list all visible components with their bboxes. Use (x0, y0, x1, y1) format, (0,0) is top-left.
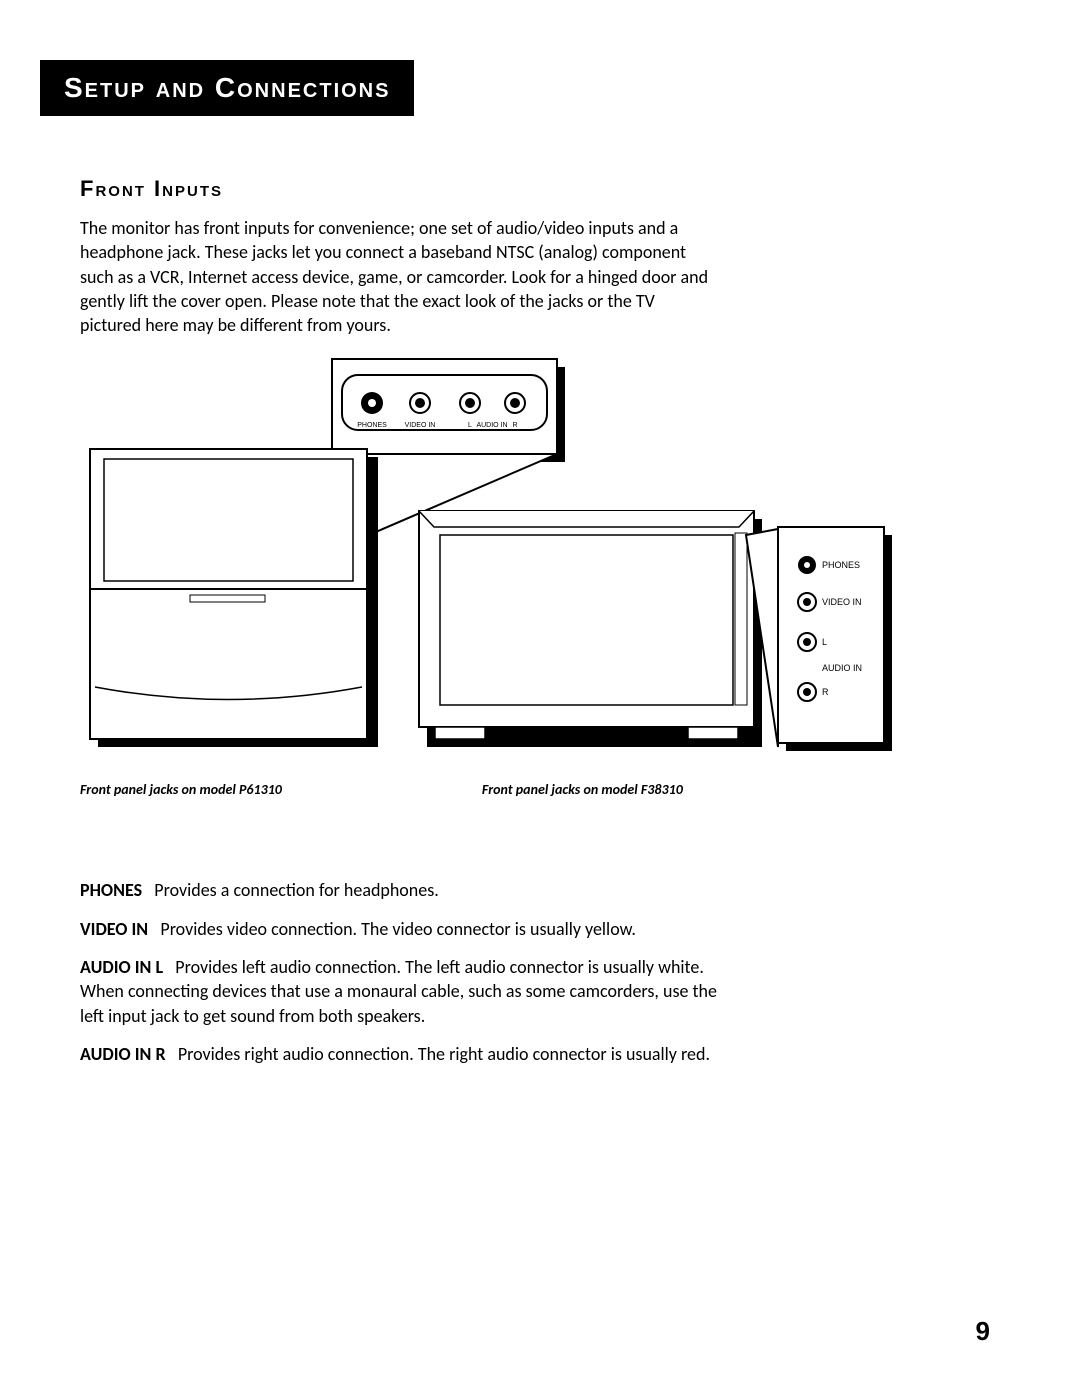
def-audioin-r: AUDIO IN R Provides right audio connecti… (80, 1042, 740, 1066)
def-videoin: VIDEO IN Provides video connection. The … (80, 917, 740, 941)
definition-list: PHONES Provides a connection for headpho… (80, 878, 740, 1066)
def-audioin-l: AUDIO IN L Provides left audio connectio… (80, 955, 740, 1028)
page-number: 9 (976, 1316, 990, 1347)
jack-label-phones: PHONES (357, 422, 387, 429)
def-label: AUDIO IN L (80, 956, 163, 978)
def-text: Provides right audio connection. The rig… (178, 1043, 710, 1065)
jack-label-audio-r: R (512, 422, 517, 429)
def-label: PHONES (80, 879, 142, 901)
jack-label-audio-l: L (468, 422, 472, 429)
vpanel-label-l: L (822, 637, 827, 647)
front-inputs-section: Front Inputs The monitor has front input… (80, 176, 1000, 1066)
caption-left: Front panel jacks on model P61310 (80, 781, 282, 798)
captions-row: Front panel jacks on model P61310 Front … (80, 781, 1000, 798)
def-phones: PHONES Provides a connection for headpho… (80, 878, 740, 902)
diagram-area: PHONES VIDEO IN L AUDIO IN R (80, 357, 940, 777)
page-header-banner: Setup and Connections (40, 60, 414, 116)
vpanel-label-r: R (822, 687, 829, 697)
def-text: Provides a connection for headphones. (154, 879, 439, 901)
section-title: Front Inputs (80, 176, 1000, 202)
section-intro-text: The monitor has front inputs for conveni… (80, 216, 720, 337)
tv-diagram-svg: PHONES VIDEO IN L AUDIO IN R (80, 357, 940, 777)
vpanel-label-audioin: AUDIO IN (822, 663, 862, 673)
jack-label-videoin: VIDEO IN (405, 422, 436, 429)
def-label: VIDEO IN (80, 918, 148, 940)
caption-right: Front panel jacks on model F38310 (482, 781, 683, 798)
vpanel-label-videoin: VIDEO IN (822, 597, 862, 607)
def-label: AUDIO IN R (80, 1043, 166, 1065)
jack-label-audioin: AUDIO IN (476, 422, 507, 429)
def-text: Provides video connection. The video con… (160, 918, 635, 940)
def-text: Provides left audio connection. The left… (80, 956, 717, 1027)
vpanel-label-phones: PHONES (822, 560, 860, 570)
